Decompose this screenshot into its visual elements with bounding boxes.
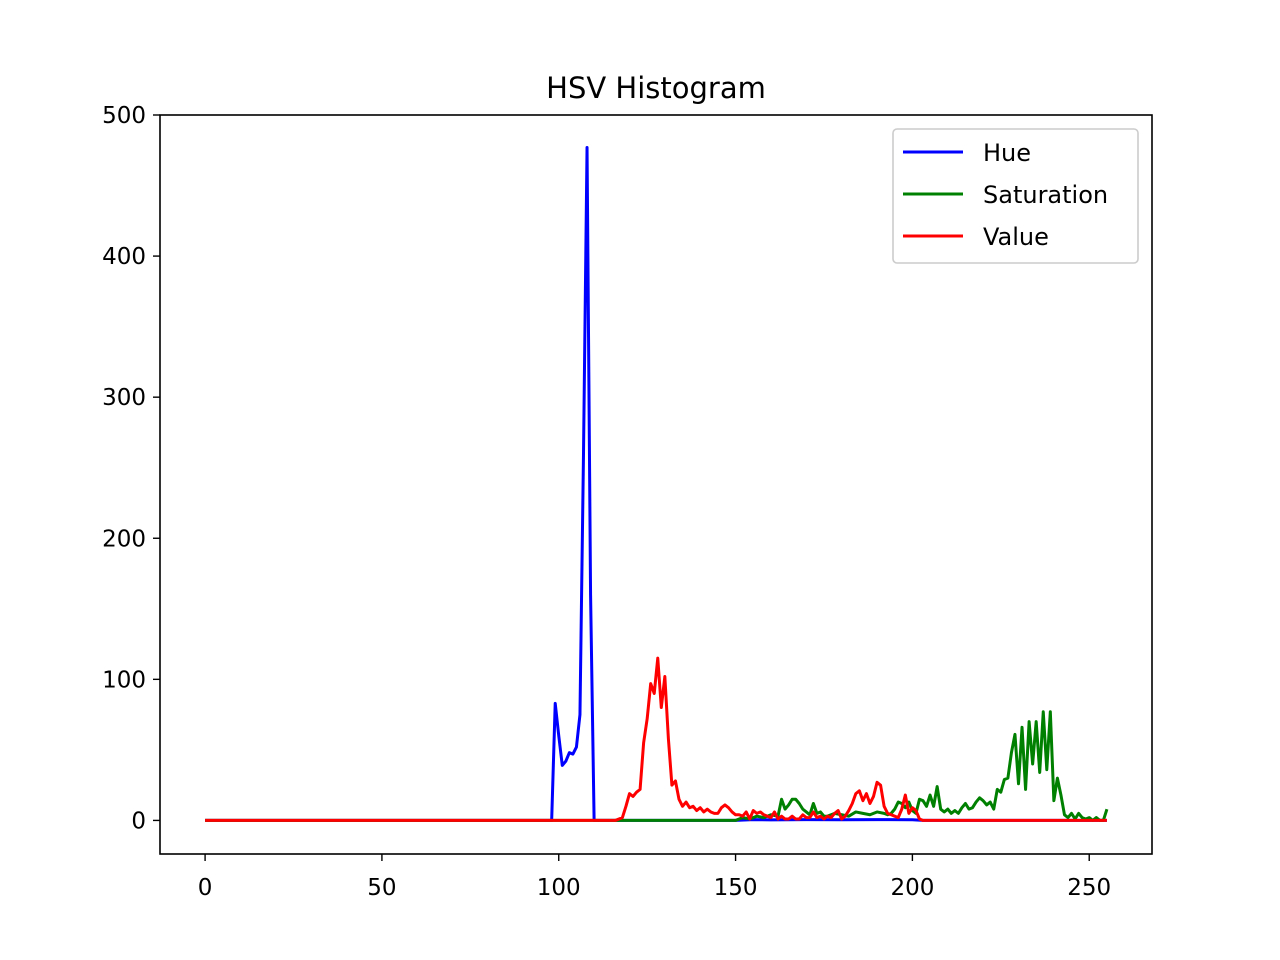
chart-title: HSV Histogram xyxy=(546,71,766,105)
legend-label-value: Value xyxy=(983,223,1049,251)
x-tick-label: 250 xyxy=(1067,875,1111,901)
y-axis: 0 100 200 300 400 500 xyxy=(102,103,160,834)
series-line-hue xyxy=(205,145,1107,822)
x-tick-label: 100 xyxy=(537,875,581,901)
y-tick-label: 100 xyxy=(102,667,146,693)
y-tick-label: 500 xyxy=(102,103,146,129)
series-line-value xyxy=(205,656,1107,822)
y-tick-label: 0 xyxy=(131,808,146,834)
legend-box xyxy=(892,128,1139,264)
y-tick-label: 400 xyxy=(102,244,146,270)
x-tick-label: 150 xyxy=(714,875,758,901)
series-line-saturation xyxy=(205,710,1109,822)
plot-area xyxy=(205,145,1109,822)
x-tick-label: 0 xyxy=(198,875,213,901)
x-axis: 0 50 100 150 200 250 xyxy=(198,854,1111,901)
legend-label-saturation: Saturation xyxy=(983,181,1108,209)
x-tick-label: 50 xyxy=(367,875,396,901)
legend-label-hue: Hue xyxy=(983,139,1031,167)
axes-frame xyxy=(159,114,1153,855)
legend: Hue Saturation Value xyxy=(892,128,1139,264)
y-tick-label: 300 xyxy=(102,385,146,411)
y-tick-label: 200 xyxy=(102,526,146,552)
x-tick-label: 200 xyxy=(890,875,934,901)
